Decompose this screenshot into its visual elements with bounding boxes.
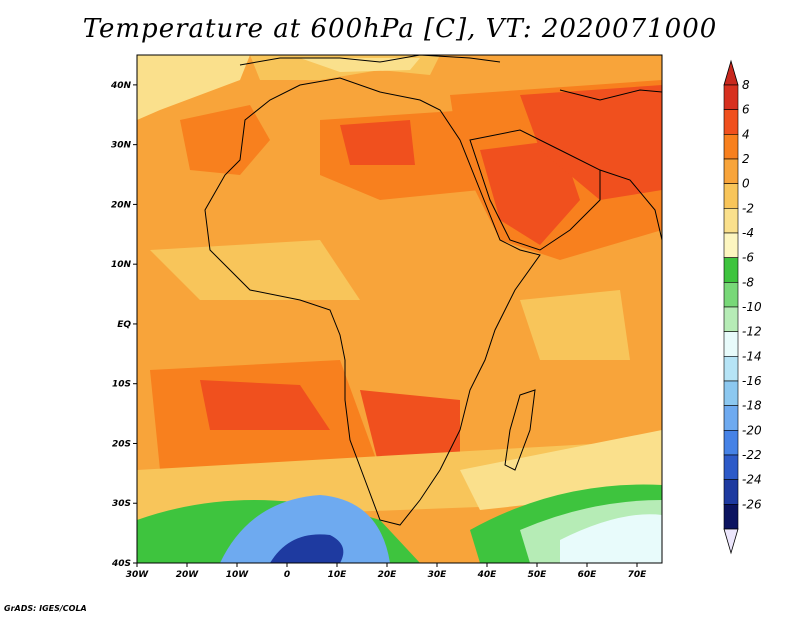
colorbar-label: -18 [742,399,762,413]
colorbar-label: 6 [742,103,750,117]
lat-tick-label: 40N [110,81,132,91]
colorbar-label: -14 [742,349,762,363]
colorbar-label: -22 [742,448,762,462]
colorbar-label: -6 [742,251,754,265]
colorbar-segment [723,109,739,135]
field-blue-sw [220,495,390,563]
colorbar-segment [723,380,739,406]
colorbar-segment [723,356,739,382]
colorbar-segment [723,208,739,234]
colorbar-label: -16 [742,374,762,388]
lat-tick-label: 20N [111,200,132,210]
colorbar-segment [723,306,739,332]
colorbar-label: -24 [742,473,762,487]
field-cool-med [300,58,420,72]
colorbar-segment [723,158,739,184]
asia-coast [559,89,663,241]
field-hot-libya [340,120,415,165]
lon-tick-label: 30W [126,570,150,580]
colorbar-segment [723,84,739,110]
colorbar-label: 4 [742,127,750,141]
colorbar-label: -20 [742,423,762,437]
madagascar-coast [504,389,536,471]
field-hot-s-atlantic [200,380,330,430]
europe-coast [239,54,501,66]
colorbar-segment [723,479,739,505]
colorbar-segment [723,504,739,530]
field-warm-nw-africa [180,105,270,175]
colorbar-label: -10 [742,300,762,314]
lat-tick-label: 20S [112,439,131,449]
colorbar-segment [723,257,739,283]
field-darkblue-sw [270,534,344,563]
colorbar-label: -12 [742,325,762,339]
coastlines [204,54,663,526]
colorbar-label: -4 [742,226,754,240]
lon-tick-label: 20E [378,570,398,580]
colorbar-segment [723,183,739,209]
latitude-axis: 40N 30N 20N 10N EQ 10S 20S 30S 40S [110,81,137,569]
colorbar-segment [723,405,739,431]
map-frame [136,54,663,564]
colorbar-segment [723,430,739,456]
lon-tick-label: 20W [176,570,200,580]
field-cyan-se [560,514,662,563]
colorbar-label: -8 [742,275,754,289]
colorbar-label: 0 [742,177,750,191]
lat-tick-label: 40S [111,559,131,569]
field-cool-ne-atlantic [137,55,250,120]
field-hot-arabia [480,140,580,245]
colorbar-label: -2 [742,201,754,215]
colorbar-label: 2 [742,152,750,166]
temperature-field [137,55,662,563]
colorbar-label: -26 [742,497,762,511]
grads-credit: GrADS: IGES/COLA [4,604,87,613]
field-mild-east [520,290,630,360]
longitude-axis: 30W 20W 10W 0 10E 20E 30E 40E 50E 60E 70E [126,563,647,580]
colorbar: 8 6 4 2 0 -2 -4 -6 -8 -10 -12 -14 -16 -18 -20 -22 -24 -26 [723,59,762,555]
field-hot-iran [520,85,662,200]
field-mild-sahel [150,240,360,300]
colorbar-segment [723,134,739,160]
lon-tick-label: 30E [428,570,448,580]
lat-tick-label: EQ [117,320,131,330]
colorbar-label: 8 [742,78,750,92]
colorbar-segment [723,232,739,258]
lon-tick-label: 50E [528,570,548,580]
lat-tick-label: 10S [112,380,131,390]
colorbar-segment [723,331,739,357]
lon-tick-label: 0 [284,570,290,580]
lon-tick-label: 70E [628,570,648,580]
lon-tick-label: 10E [328,570,348,580]
colorbar-bottom-arrow [723,528,739,555]
lat-tick-label: 30N [111,141,132,151]
africa-coast [204,77,541,526]
lon-tick-label: 60E [578,570,598,580]
colorbar-segment [723,454,739,480]
arabia-coast [469,129,601,251]
lon-tick-label: 40E [477,570,498,580]
lat-tick-label: 10N [111,260,132,270]
colorbar-segment [723,282,739,308]
colorbar-top-arrow [723,59,739,86]
field-hot-sadc [360,390,460,470]
lat-tick-label: 30S [112,499,131,509]
map-title: Temperature at 600hPa [C], VT: 202007100… [82,14,718,44]
lon-tick-label: 10W [226,570,250,580]
